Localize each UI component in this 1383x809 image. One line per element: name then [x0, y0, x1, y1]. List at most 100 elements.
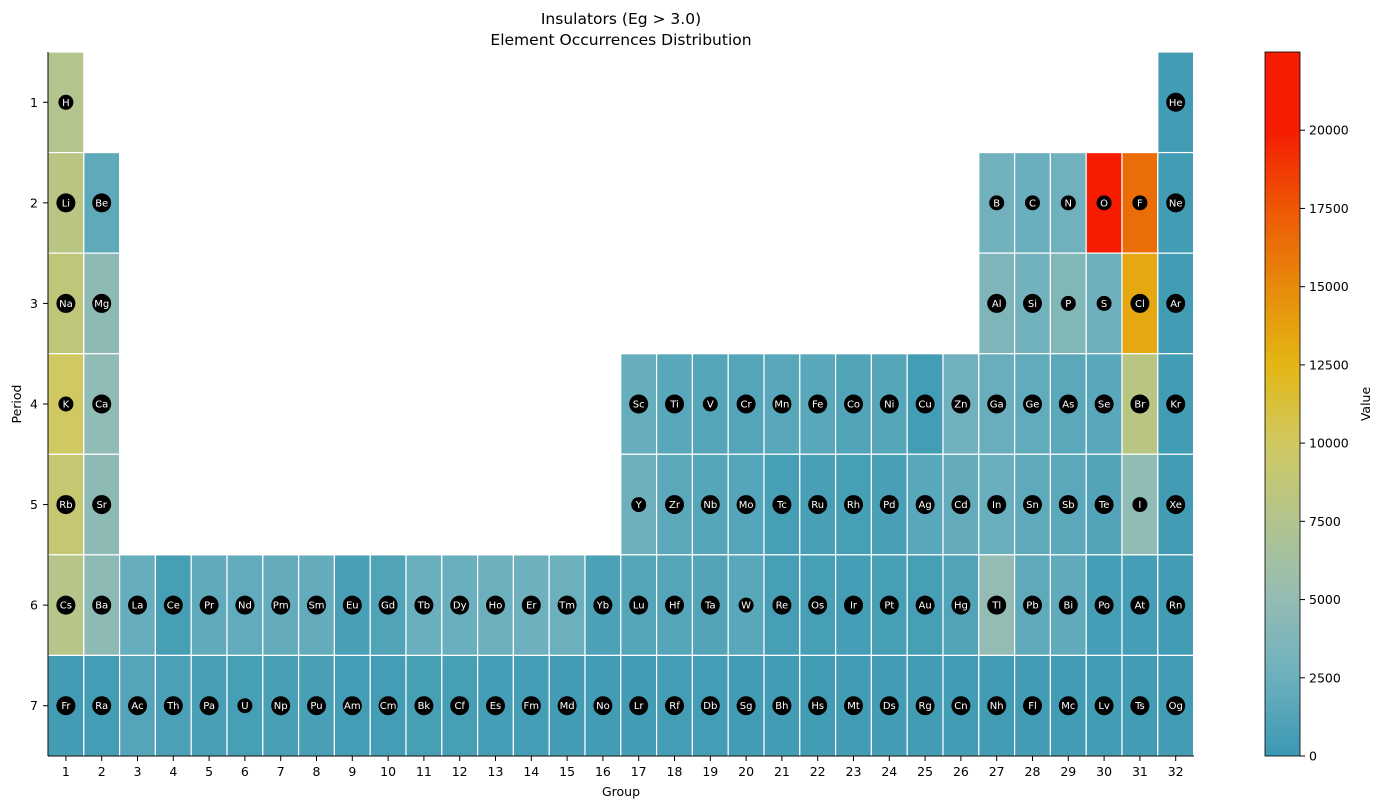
element-cell-Pa: Pa — [190, 654, 228, 757]
cell-rect-Ni — [870, 353, 908, 455]
element-cell-H: H — [47, 51, 85, 154]
marker-Tb — [414, 595, 434, 615]
symbol-label-In: In — [992, 500, 1001, 511]
element-cell-Ga: Ga — [978, 353, 1016, 455]
symbol-label-Tl: Tl — [991, 601, 1001, 612]
symbol-label-Lu: Lu — [633, 601, 645, 612]
element-cell-Lv: Lv — [1085, 654, 1123, 757]
marker-W — [738, 597, 754, 613]
symbol-label-Cn: Cn — [954, 701, 967, 712]
symbol-label-Mc: Mc — [1061, 701, 1075, 712]
element-cell-Ti: Ti — [655, 353, 693, 455]
symbol-label-O: O — [1100, 198, 1108, 209]
colorbar-label: Value — [1358, 387, 1373, 422]
colorbar-ticks: 0 2500 5000 7500 10000 12500 15000 17500 20000 — [1300, 123, 1349, 764]
marker-Ho — [486, 595, 505, 615]
marker-Y — [631, 497, 647, 513]
symbol-label-Sr: Sr — [96, 500, 107, 511]
symbol-label-Pu: Pu — [310, 701, 322, 712]
symbol-label-Eu: Eu — [346, 601, 359, 612]
symbol-label-Ds: Ds — [883, 701, 896, 712]
marker-Ge — [1023, 394, 1042, 414]
symbol-label-Kr: Kr — [1170, 399, 1182, 410]
element-cell-Nh: Nh — [978, 654, 1016, 757]
element-cell-Re: Re — [763, 554, 801, 657]
symbol-label-Au: Au — [919, 601, 932, 612]
symbol-label-Nd: Nd — [238, 601, 252, 612]
symbol-label-Ba: Ba — [95, 601, 108, 612]
element-cell-Zr: Zr — [655, 453, 693, 556]
symbol-label-Bk: Bk — [418, 701, 431, 712]
element-cell-Hg: Hg — [942, 554, 980, 657]
marker-Nd — [235, 595, 255, 615]
marker-No — [593, 696, 613, 716]
y-axis-label: Period — [9, 385, 24, 424]
marker-Fr — [56, 696, 76, 716]
x-axis-label: Group — [602, 784, 640, 799]
element-cell-Tb: Tb — [405, 554, 443, 657]
y-tick-label: 4 — [30, 396, 38, 411]
element-cell-V: V — [691, 353, 729, 455]
symbol-label-U: U — [241, 701, 248, 712]
symbol-label-Cf: Cf — [454, 701, 465, 712]
marker-Sg — [736, 696, 756, 716]
marker-Cn — [951, 696, 971, 716]
marker-He — [1166, 92, 1186, 112]
element-cell-Cd: Cd — [942, 453, 980, 556]
symbol-label-Tc: Tc — [776, 500, 787, 511]
element-cell-Ar: Ar — [1157, 252, 1195, 355]
element-cell-Kr: Kr — [1157, 353, 1195, 455]
marker-Ts — [1130, 696, 1150, 716]
element-cell-Po: Po — [1085, 554, 1123, 657]
marker-Tm — [557, 595, 577, 615]
marker-Og — [1166, 696, 1186, 716]
symbol-label-Hf: Hf — [669, 601, 681, 612]
element-cell-Cn: Cn — [942, 654, 980, 757]
symbol-label-Fm: Fm — [524, 701, 540, 712]
symbol-label-H: H — [62, 98, 70, 109]
element-cell-Gd: Gd — [369, 554, 407, 657]
element-cell-Ts: Ts — [1121, 654, 1159, 757]
marker-Dy — [450, 595, 470, 615]
marker-La — [128, 595, 147, 615]
element-cell-Pr: Pr — [190, 554, 228, 657]
marker-Kr — [1166, 394, 1186, 414]
element-cell-Hf: Hf — [655, 554, 693, 657]
element-cell-He: He — [1157, 51, 1195, 154]
symbol-label-Cm: Cm — [380, 701, 397, 712]
y-tick-label: 3 — [30, 296, 38, 311]
symbol-label-Lr: Lr — [634, 701, 645, 712]
colorbar-tick-label: 7500 — [1309, 514, 1341, 529]
marker-V — [702, 396, 718, 412]
colorbar-tick-label: 5000 — [1309, 592, 1341, 607]
element-cell-Am: Am — [333, 654, 371, 757]
element-cell-Ge: Ge — [1013, 353, 1051, 455]
element-cell-Rh: Rh — [834, 453, 872, 556]
element-cell-Sr: Sr — [83, 453, 121, 556]
element-cell-Ru: Ru — [799, 453, 837, 556]
element-cell-Np: Np — [262, 654, 300, 757]
marker-Md — [557, 696, 577, 716]
symbol-label-F: F — [1137, 198, 1143, 209]
element-cell-Hs: Hs — [799, 654, 837, 757]
symbol-label-Ni: Ni — [884, 399, 894, 410]
element-cell-Pb: Pb — [1013, 554, 1051, 657]
symbol-label-Sm: Sm — [308, 601, 324, 612]
element-cell-Cm: Cm — [369, 654, 407, 757]
marker-Sb — [1058, 495, 1078, 515]
x-tick-label: 1 — [62, 764, 70, 779]
element-cell-Bi: Bi — [1049, 554, 1087, 657]
x-tick-label: 32 — [1168, 764, 1184, 779]
element-cell-Sm: Sm — [298, 554, 336, 657]
symbol-label-Ru: Ru — [811, 500, 824, 511]
element-cell-Ta: Ta — [691, 554, 729, 657]
symbol-label-Ts: Ts — [1134, 701, 1145, 712]
element-cell-Th: Th — [154, 654, 192, 757]
symbol-label-Nh: Nh — [990, 701, 1004, 712]
element-cell-B: B — [978, 151, 1016, 254]
element-cell-Ba: Ba — [83, 554, 121, 657]
symbol-label-Ge: Ge — [1026, 399, 1040, 410]
element-cell-Nd: Nd — [226, 554, 264, 657]
symbol-label-Rn: Rn — [1169, 601, 1182, 612]
marker-Np — [271, 696, 291, 716]
